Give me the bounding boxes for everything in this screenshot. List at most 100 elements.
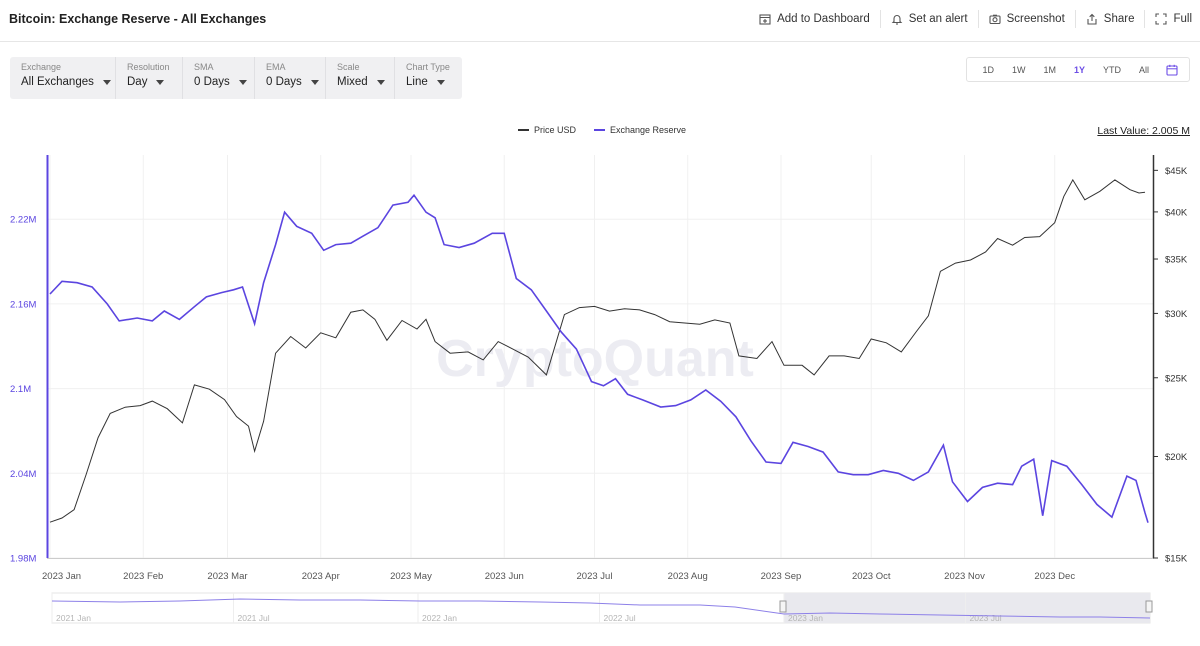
- x-tick-label: 2023 Sep: [761, 571, 802, 582]
- range-1m[interactable]: 1M: [1043, 64, 1056, 75]
- range-1y[interactable]: 1Y: [1073, 64, 1085, 75]
- resolution-select[interactable]: Resolution Day: [116, 57, 183, 99]
- left-tick-label: 2.04M: [10, 469, 36, 480]
- right-tick-label: $40K: [1165, 207, 1188, 218]
- navigator-tick-label: 2021 Jul: [237, 613, 269, 623]
- right-axis: $15K $20K $25K $30K $35K $40K $45K: [1153, 166, 1188, 565]
- left-axis: 1.98M 2.04M 2.1M 2.16M 2.22M: [10, 215, 36, 565]
- set-alert-button[interactable]: Set an alert: [881, 13, 978, 25]
- x-tick-label: 2023 May: [390, 571, 432, 582]
- right-tick-label: $35K: [1165, 255, 1188, 266]
- navigator-selection[interactable]: [784, 593, 1150, 623]
- legend-label-reserve: Exchange Reserve: [610, 125, 687, 135]
- right-tick-label: $45K: [1165, 166, 1188, 177]
- top-bar: Bitcoin: Exchange Reserve - All Exchange…: [0, 0, 1200, 42]
- navigator-series: [51, 598, 1151, 619]
- sma-select[interactable]: SMA 0 Days: [183, 57, 255, 99]
- navigator-tick-label: 2023 Jan: [788, 613, 823, 623]
- caret-down-icon: [238, 79, 247, 85]
- calendar-icon: [1166, 64, 1178, 76]
- camera-icon: [989, 14, 1001, 25]
- range-1d[interactable]: 1D: [982, 64, 994, 75]
- fullscreen-button[interactable]: Full: [1145, 13, 1192, 25]
- left-tick-label: 1.98M: [10, 554, 36, 565]
- screenshot-label: Screenshot: [1006, 13, 1065, 25]
- ema-select[interactable]: EMA 0 Days: [255, 57, 326, 99]
- add-dashboard-icon: [759, 14, 771, 25]
- x-tick-label: 2023 Nov: [944, 571, 985, 582]
- ema-value: 0 Days: [266, 76, 302, 88]
- add-to-dashboard-label: Add to Dashboard: [777, 13, 870, 25]
- legend-item-reserve[interactable]: Exchange Reserve: [594, 125, 686, 135]
- x-tick-label: 2023 Aug: [668, 571, 708, 582]
- set-alert-label: Set an alert: [908, 13, 968, 25]
- caret-down-icon: [310, 79, 319, 85]
- exchange-select[interactable]: Exchange All Exchanges: [10, 57, 116, 99]
- scale-select[interactable]: Scale Mixed: [326, 57, 395, 99]
- navigator-handle-right[interactable]: [1145, 600, 1153, 613]
- chart-type-label: Chart Type: [406, 62, 450, 72]
- calendar-button[interactable]: [1158, 64, 1183, 76]
- chart-type-select[interactable]: Chart Type Line: [395, 57, 462, 99]
- left-tick-label: 2.1M: [10, 384, 31, 395]
- range-ytd[interactable]: YTD: [1102, 64, 1121, 75]
- legend-item-price[interactable]: Price USD: [518, 125, 576, 135]
- right-tick-label: $20K: [1165, 452, 1188, 463]
- resolution-label: Resolution: [127, 62, 170, 72]
- x-tick-label: 2023 Jan: [42, 571, 81, 582]
- navigator-tick-label: 2021 Jan: [56, 613, 91, 623]
- exchange-label: Exchange: [21, 62, 62, 72]
- x-tick-label: 2023 Jul: [577, 571, 613, 582]
- x-tick-label: 2023 Mar: [207, 571, 247, 582]
- range-selector: 1D 1W 1M 1Y YTD All: [966, 57, 1190, 82]
- legend-label-price: Price USD: [534, 125, 577, 135]
- chart-legend: Price USD Exchange Reserve: [518, 125, 704, 135]
- x-tick-label: 2023 Oct: [852, 571, 891, 582]
- scale-label: Scale: [337, 62, 360, 72]
- chart-filters: Exchange All Exchanges Resolution Day SM…: [10, 57, 462, 99]
- x-tick-label: 2023 Feb: [123, 571, 163, 582]
- x-axis: 2023 Jan 2023 Feb 2023 Mar 2023 Apr 2023 May…: [42, 571, 1075, 582]
- screenshot-button[interactable]: Screenshot: [979, 13, 1075, 25]
- share-label: Share: [1103, 13, 1135, 25]
- right-tick-label: $15K: [1165, 554, 1188, 565]
- caret-down-icon: [156, 79, 165, 85]
- right-tick-label: $30K: [1165, 309, 1188, 320]
- legend-swatch-reserve: [594, 129, 606, 131]
- divider: [977, 10, 979, 28]
- navigator-tick-label: 2022 Jul: [603, 613, 635, 623]
- add-to-dashboard-button[interactable]: Add to Dashboard: [749, 13, 880, 25]
- x-tick-label: 2023 Dec: [1034, 571, 1075, 582]
- resolution-value: Day: [127, 76, 148, 88]
- legend-swatch-price: [518, 129, 529, 131]
- share-icon: [1087, 13, 1097, 25]
- range-all[interactable]: All: [1138, 64, 1149, 75]
- right-tick-label: $25K: [1165, 373, 1188, 384]
- scale-value: Mixed: [337, 76, 368, 88]
- range-1w[interactable]: 1W: [1011, 64, 1026, 75]
- ema-label: EMA: [266, 62, 286, 72]
- price-usd-line: [49, 178, 1146, 523]
- divider: [1074, 10, 1076, 28]
- left-tick-label: 2.16M: [10, 299, 36, 310]
- fullscreen-icon: [1155, 13, 1168, 25]
- chart-canvas[interactable]: CryptoQuant 1.98M 2.04M 2.1M 2.16M 2.22M $15…: [0, 145, 1200, 630]
- caret-down-icon: [376, 79, 385, 85]
- divider: [879, 10, 881, 28]
- caret-down-icon: [102, 79, 111, 85]
- divider: [1144, 10, 1146, 28]
- share-button[interactable]: Share: [1076, 13, 1145, 25]
- navigator-tick-label: 2022 Jan: [422, 613, 457, 623]
- watermark: CryptoQuant: [436, 330, 754, 388]
- exchange-reserve-line: [49, 193, 1149, 523]
- navigator-axis: 2021 Jan 2021 Jul 2022 Jan 2022 Jul 2023 Jan…: [51, 593, 1002, 623]
- navigator-tick-label: 2023 Jul: [969, 613, 1001, 623]
- sma-label: SMA: [194, 62, 214, 72]
- header-actions: Add to Dashboard Set an alert Screenshot…: [749, 10, 1192, 28]
- chart-type-value: Line: [406, 76, 428, 88]
- navigator[interactable]: 2021 Jan 2021 Jul 2022 Jan 2022 Jul 2023 Jan…: [51, 592, 1153, 624]
- bell-icon: [891, 15, 903, 25]
- navigator-handle-left[interactable]: [779, 600, 787, 613]
- last-value: Last Value: 2.005 M: [1097, 125, 1190, 137]
- x-tick-label: 2023 Jun: [485, 571, 524, 582]
